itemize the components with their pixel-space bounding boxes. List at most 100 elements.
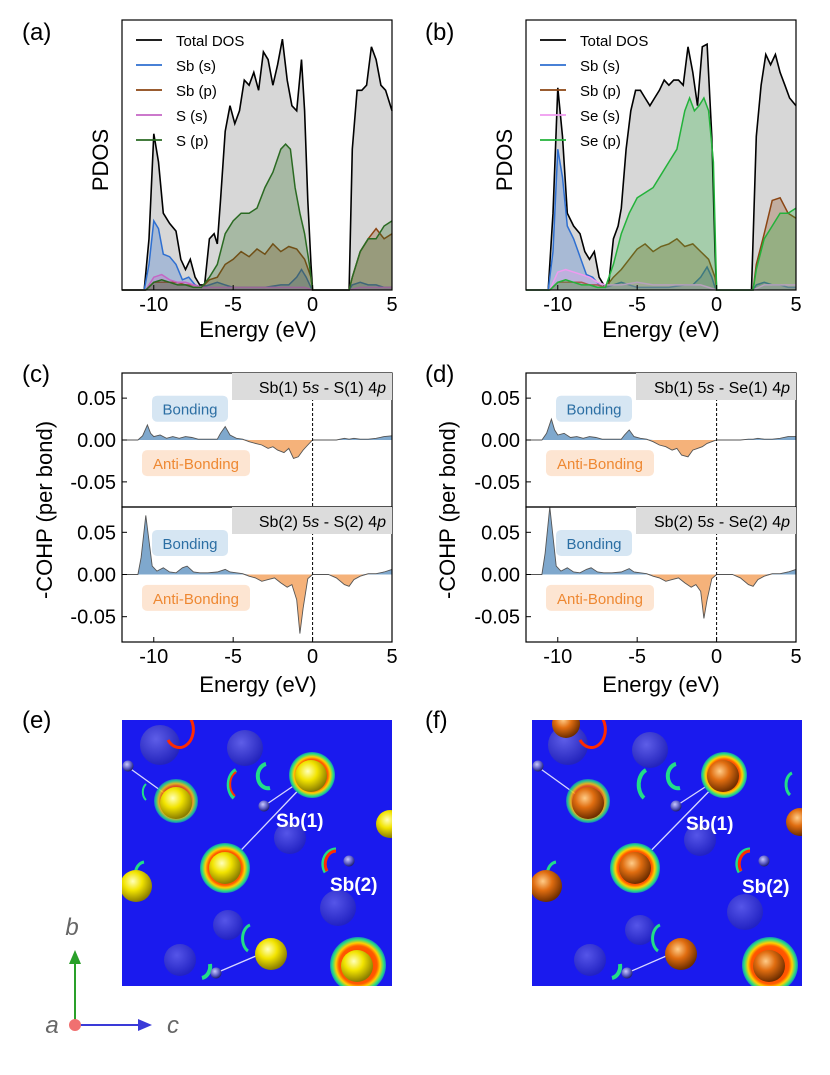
plot-frame	[525, 19, 797, 291]
charge-lobe	[323, 849, 337, 872]
bond-title-part: s	[706, 514, 714, 531]
sb2-label-f: Sb(2)	[742, 877, 790, 898]
bond-title-part: p	[376, 514, 386, 531]
se-atom	[619, 852, 651, 884]
bonding-label: Bonding	[566, 402, 621, 419]
cohp-xlabel-d: Energy (eV)	[602, 672, 719, 697]
x-tick-label: -5	[224, 294, 242, 316]
x-tick-label: 0	[307, 294, 318, 316]
x-tick-label: 5	[386, 294, 397, 316]
b-axis-label: b	[65, 914, 78, 941]
cohp-xlabel-c: Energy (eV)	[199, 672, 316, 697]
panel-label-b: (b)	[425, 19, 454, 46]
bond-title-box	[232, 373, 392, 400]
x-tick-label: -10	[543, 646, 572, 668]
ghost-atom	[632, 732, 668, 768]
ghost-atom	[140, 725, 180, 765]
cohp-ylabel-d: -COHP (per bond)	[435, 421, 460, 599]
s-atom	[160, 787, 192, 819]
bond-title-part: p	[780, 514, 790, 531]
antibonding-label: Anti-Bonding	[153, 591, 239, 608]
series-line-s-p-	[122, 143, 393, 291]
legend-entry: Sb (s)	[580, 58, 620, 75]
c-axis-arrowhead	[138, 1019, 152, 1031]
bond-title-part: s	[706, 380, 714, 397]
bonding-label: Bonding	[162, 402, 217, 419]
a-axis-label: a	[45, 1012, 58, 1039]
y-tick-label: -0.05	[70, 607, 116, 629]
bond-title: Sb(1) 5s - S(1) 4p	[259, 380, 386, 397]
charge-lobe	[737, 849, 751, 872]
antibonding-badge	[546, 584, 654, 611]
charge-lobe	[255, 762, 271, 791]
bond-title-part: p	[780, 380, 790, 397]
y-tick-label: -0.05	[70, 472, 116, 494]
bond-title-part: p	[376, 380, 386, 397]
series-area-sb-s-	[122, 220, 392, 290]
series-area-total-dos	[122, 39, 392, 290]
sb-atom	[532, 760, 544, 772]
legend-entry: Se (s)	[580, 108, 620, 125]
charge-lobe	[241, 923, 251, 953]
antibonding-badge	[142, 584, 250, 611]
panel-label-d: (d)	[425, 361, 454, 388]
bonding-label: Bonding	[566, 536, 621, 553]
panel-label-e: (e)	[22, 707, 51, 734]
charge-lobe	[229, 771, 237, 797]
bonding-area	[122, 515, 392, 575]
y-tick-label: 0.00	[481, 565, 520, 587]
x-tick-label: -10	[139, 294, 168, 316]
s-atom	[209, 852, 241, 884]
y-tick-label: -0.05	[474, 472, 520, 494]
se-atom	[786, 808, 802, 836]
se-atom	[552, 720, 580, 738]
antibonding-label: Anti-Bonding	[557, 456, 643, 473]
pdos-xlabel-a: Energy (eV)	[199, 317, 316, 342]
bonding-badge	[152, 395, 228, 422]
cohp-ylabel-c: -COHP (per bond)	[32, 421, 57, 599]
x-tick-label: 5	[790, 294, 801, 316]
s-atom	[376, 810, 392, 838]
ghost-atom	[625, 915, 655, 945]
c-axis-label: c	[167, 1012, 179, 1039]
ghost-atom	[574, 944, 606, 976]
charge-lobe	[226, 768, 238, 800]
s-atom	[295, 760, 327, 792]
legend-entry: Se (p)	[580, 133, 621, 150]
sb-atom	[343, 855, 355, 867]
s-atom	[341, 950, 373, 982]
bond-title-part: Sb(1) 5	[259, 380, 312, 397]
series-line-sb-s-	[526, 149, 796, 291]
a-axis-dot	[69, 1019, 81, 1031]
charge-lobe	[201, 963, 213, 980]
x-tick-label: 0	[307, 646, 318, 668]
bond-title-part: Sb(1) 5	[654, 380, 707, 397]
charge-lobe	[636, 768, 648, 800]
x-tick-label: 0	[711, 646, 722, 668]
sb-atom	[122, 760, 134, 772]
bonding-label: Bonding	[162, 536, 217, 553]
x-tick-label: -10	[543, 294, 572, 316]
bonding-area	[526, 507, 796, 575]
x-tick-label: 5	[790, 646, 801, 668]
se-atom	[532, 870, 562, 902]
bonding-badge	[556, 395, 632, 422]
panel-label-c: (c)	[22, 361, 50, 388]
legend-entry: Total DOS	[580, 33, 648, 50]
bond-title-part: s	[311, 514, 319, 531]
pdos-xlabel-b: Energy (eV)	[602, 317, 719, 342]
pdos-plot-sb2s3: -10 -5 0 5 Total DOS Sb (s) Sb (p) S (s) S (p)	[121, 19, 398, 316]
charge-lobe	[784, 771, 793, 797]
x-tick-label: -5	[224, 646, 242, 668]
plot-frame	[121, 19, 393, 291]
x-tick-label: -10	[139, 646, 168, 668]
pdos-ylabel-b: PDOS	[492, 129, 517, 191]
cohp-line	[122, 515, 393, 634]
se-atom	[753, 950, 785, 982]
bond-title-part: Sb(2) 5	[259, 514, 312, 531]
bond-title: Sb(2) 5s - S(2) 4p	[259, 514, 386, 531]
b-axis-arrowhead	[69, 950, 81, 964]
series-area-se-p-	[526, 98, 796, 290]
sb-atom	[210, 967, 222, 979]
